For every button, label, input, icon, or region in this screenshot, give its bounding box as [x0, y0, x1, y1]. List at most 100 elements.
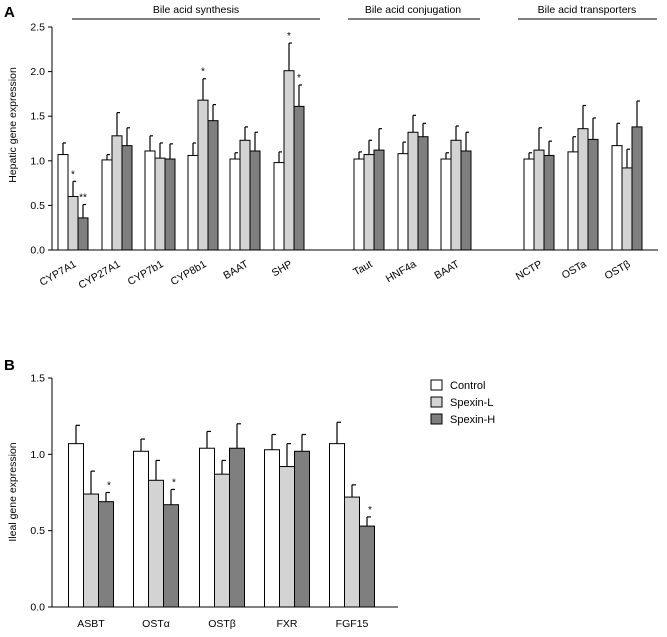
category-label: CYP7A1: [38, 258, 79, 289]
bar-spexin-h: [121, 145, 133, 251]
bar-control: [229, 158, 241, 251]
legend-label-spexin-l: Spexin-L: [450, 397, 493, 409]
bar-control: [353, 158, 365, 251]
legend: Control Spexin-L Spexin-H: [430, 379, 495, 426]
significance-mark: **: [79, 193, 87, 204]
category-11: OSTβ: [603, 100, 643, 282]
category-6: Taut: [351, 128, 385, 279]
significance-mark: *: [71, 169, 75, 180]
panel-a-y-axis-label: Hepatic gene expression: [7, 67, 19, 183]
y-tick-label: 0.0: [30, 245, 45, 257]
bar-control: [397, 153, 409, 251]
bar-control: [611, 145, 623, 251]
bar-control: [68, 443, 84, 608]
bar-control: [57, 154, 69, 251]
group-label-transporters: Bile acid transporters: [538, 4, 637, 16]
bar-control: [567, 151, 579, 251]
panel-b-y-axis-label: Ileal gene expression: [7, 442, 19, 541]
bar-spexin-h: [543, 154, 555, 251]
bar-spexin-h: [294, 450, 310, 608]
category-3: FXR: [264, 433, 310, 630]
bar-spexin-h: [98, 501, 114, 608]
category-0: * ASBT: [68, 424, 114, 630]
bar-control: [264, 449, 280, 608]
bar-control: [523, 158, 535, 251]
bar-control: [187, 154, 199, 251]
category-8: BAAT: [432, 125, 472, 282]
legend-label-control: Control: [450, 380, 485, 392]
category-1: * OSTα: [133, 438, 179, 630]
category-label: OSTβ: [208, 618, 236, 630]
bar-control: [440, 158, 452, 251]
bar-spexin-h: [163, 504, 179, 608]
significance-mark: *: [172, 477, 176, 488]
bar-spexin-l: [67, 195, 79, 251]
category-4: * FGF15: [329, 421, 375, 630]
category-7: HNF4a: [384, 114, 429, 285]
bar-control: [199, 447, 215, 608]
bar-spexin-l: [111, 135, 123, 251]
y-tick-label: 1.0: [30, 449, 45, 461]
category-9: NCTP: [514, 127, 555, 283]
bar-spexin-l: [344, 496, 360, 608]
category-4: BAAT: [221, 126, 261, 282]
panel-b: B 0.0 0.5 1.0 1.5 Ileal gene expression * AS…: [4, 357, 495, 630]
category-label: BAAT: [432, 258, 462, 282]
significance-mark: *: [297, 73, 301, 84]
category-label: OSTa: [560, 258, 589, 282]
y-tick-label: 2.5: [30, 22, 45, 34]
category-0: ***CYP7A1: [38, 142, 89, 289]
bar-spexin-h: [164, 158, 176, 251]
bar-spexin-h: [417, 136, 429, 251]
category-5: * * SHP: [270, 31, 305, 279]
bar-spexin-h: [229, 447, 245, 608]
bar-control: [101, 159, 113, 251]
category-label: OSTβ: [603, 258, 633, 282]
bar-spexin-l: [154, 157, 166, 251]
category-label: ASBT: [77, 618, 105, 630]
legend-swatch-spexin-l: [430, 396, 443, 408]
group-label-synthesis: Bile acid synthesis: [153, 4, 239, 16]
bar-spexin-l: [577, 128, 589, 251]
y-tick-label: 1.5: [30, 373, 45, 385]
bar-spexin-h: [293, 105, 305, 251]
bar-spexin-l: [197, 99, 209, 251]
category-label: CYP7b1: [126, 258, 166, 288]
bar-spexin-l: [450, 139, 462, 251]
category-label: BAAT: [221, 258, 251, 282]
bar-spexin-h: [587, 138, 599, 251]
bar-spexin-l: [283, 70, 295, 251]
category-label: SHP: [270, 258, 295, 279]
bar-spexin-h: [631, 126, 643, 251]
bar-spexin-h: [77, 217, 89, 251]
panel-a-letter: A: [4, 4, 15, 21]
bar-spexin-h: [373, 149, 385, 251]
category-10: OSTa: [560, 104, 599, 282]
bar-spexin-l: [148, 479, 164, 608]
legend-label-spexin-h: Spexin-H: [450, 414, 495, 426]
category-label: FXR: [277, 618, 298, 630]
bar-spexin-l: [407, 131, 419, 251]
legend-swatch-control: [430, 379, 443, 391]
bar-spexin-l: [239, 139, 251, 251]
category-label: CYP8b1: [169, 258, 209, 288]
category-label: Taut: [351, 258, 374, 278]
group-label-conjugation: Bile acid conjugation: [365, 4, 461, 16]
bar-spexin-l: [621, 167, 633, 251]
significance-mark: *: [107, 481, 111, 492]
y-tick-label: 2.0: [30, 66, 45, 78]
significance-mark: *: [201, 67, 205, 78]
significance-mark: *: [287, 31, 291, 42]
bar-spexin-h: [460, 150, 472, 251]
bar-spexin-l: [363, 154, 375, 251]
y-tick-label: 0.5: [30, 525, 45, 537]
category-2: CYP7b1: [126, 135, 176, 288]
panel-a: A 0.0 0.5 1.0 1.5 2.0 2.5 Hepatic gene expres…: [4, 4, 658, 292]
bar-spexin-h: [207, 120, 219, 251]
bar-spexin-l: [214, 473, 230, 608]
category-label: HNF4a: [384, 258, 419, 285]
significance-mark: *: [368, 505, 372, 516]
category-2: OSTβ: [199, 423, 245, 630]
category-label: CYP27A1: [77, 258, 123, 292]
